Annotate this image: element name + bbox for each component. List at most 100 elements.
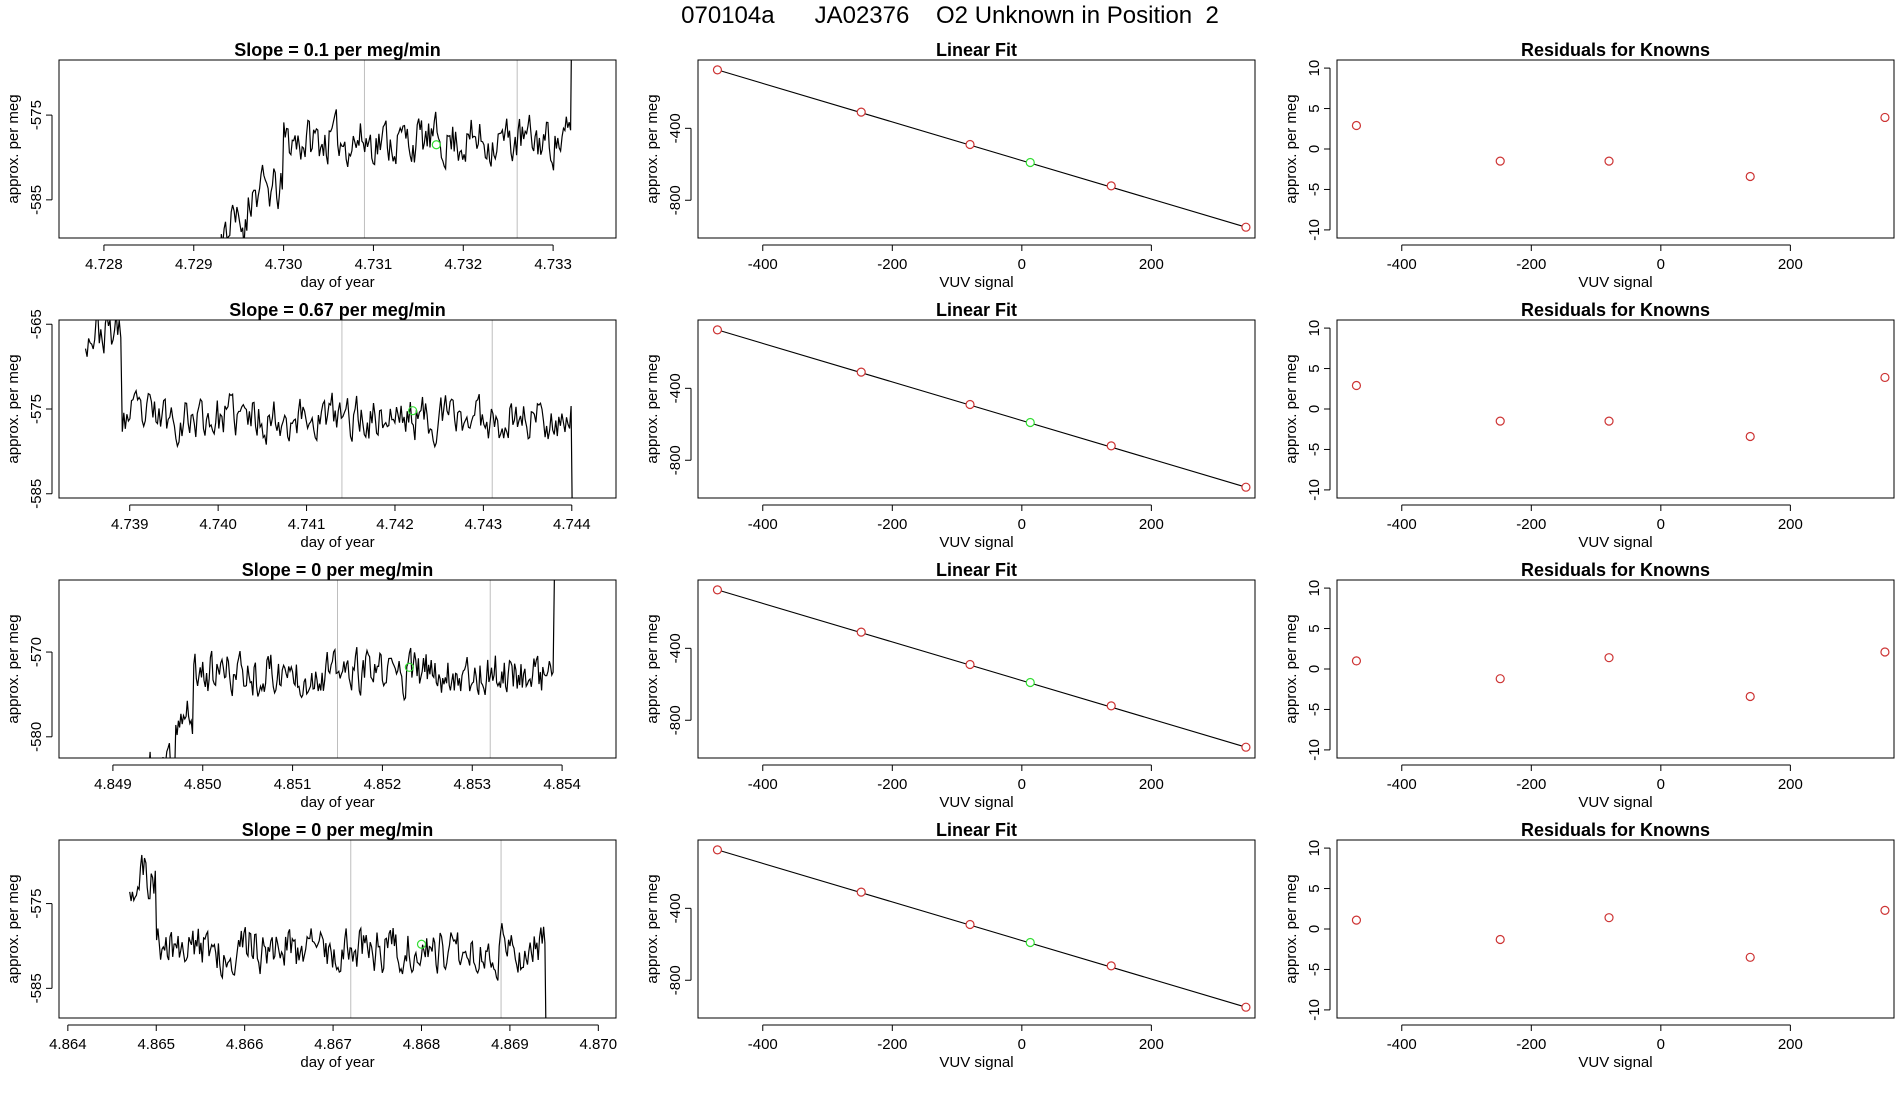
slope-row-2-unknown-point [408, 406, 418, 416]
slope-row-1-frame [58, 59, 617, 239]
slope-row-3-ytick-label: -580 [28, 722, 45, 752]
slope-row-2-xtick-label: 4.744 [553, 516, 591, 533]
fit-row-4-frame [697, 839, 1256, 1019]
fit-row-2-known-point [1106, 441, 1116, 451]
slope-row-1-xtick-label: 4.732 [445, 256, 483, 273]
residuals-row-1-ylabel: approx. per meg [1283, 94, 1300, 203]
fit-row-3-ytick-label: -800 [667, 705, 684, 735]
residuals-row-3-residual-point [1745, 691, 1755, 702]
main-title: 070104a JA02376 O2 Unknown in Position 2 [681, 2, 1219, 29]
fit-row-1-fit-line [717, 69, 1247, 228]
slope-row-4-trace [129, 854, 547, 1018]
fit-row-3-ytick-label: -400 [667, 633, 684, 663]
fit-row-1-unknown-point [1025, 157, 1035, 168]
fit-row-3-frame [697, 579, 1256, 759]
slope-row-4-ytick-label: -585 [28, 973, 45, 1003]
residuals-row-4-xtick-label: 0 [1657, 1036, 1665, 1053]
residuals-row-3-title: Residuals for Knowns [1521, 560, 1710, 580]
fit-row-4-known-point [1241, 1002, 1251, 1012]
fit-row-1-ylabel: approx. per meg [644, 94, 661, 203]
residuals-row-3-residual-point [1495, 674, 1505, 684]
slope-row-2-title: Slope = 0.67 per meg/min [229, 300, 446, 320]
residuals-row-2-ytick-label: -10 [1306, 479, 1323, 501]
residuals-row-4-residual-point [1604, 913, 1614, 923]
slope-row-1-xtick-label: 4.728 [85, 256, 123, 273]
residuals-row-1-xtick-label: 0 [1657, 256, 1665, 273]
fit-row-4-title: Linear Fit [936, 820, 1017, 840]
slope-row-4-title: Slope = 0 per meg/min [242, 820, 434, 840]
fit-row-1-xtick-label: -400 [748, 256, 778, 273]
fit-row-3-known-point [965, 659, 975, 670]
slope-row-3-xtick-label: 4.854 [543, 776, 581, 793]
fit-row-2-known-point [1241, 482, 1251, 492]
fit-row-1-known-point [712, 65, 723, 75]
fit-row-4-xtick-label: -200 [877, 1036, 907, 1053]
fit-row-3-known-point [1241, 742, 1251, 752]
fit-row-1-xtick-label: 200 [1139, 256, 1164, 273]
residuals-row-4-residual-point [1495, 934, 1505, 945]
slope-row-4-frame [58, 839, 617, 1019]
fit-row-1-frame [697, 59, 1256, 239]
slope-row-2-xtick-label: 4.742 [376, 516, 414, 533]
residuals-row-2-xtick-label: 200 [1778, 516, 1803, 533]
slope-row-1-ytick-label: -585 [28, 185, 45, 215]
slope-row-3-frame [58, 579, 617, 759]
slope-row-3-xtick-label: 4.850 [184, 776, 222, 793]
fit-row-3-xtick-label: -200 [877, 776, 907, 793]
slope-row-4-xlabel: day of year [300, 1054, 374, 1071]
slope-row-2-ytick-label: -575 [28, 394, 45, 424]
residuals-row-1-ytick-label: -5 [1306, 183, 1323, 196]
slope-row-4-xtick-label: 4.868 [403, 1036, 441, 1053]
residuals-row-4-residual-point [1745, 952, 1755, 962]
fit-row-2-known-point [856, 367, 866, 377]
residuals-row-3-xtick-label: -400 [1387, 776, 1417, 793]
fit-row-3-title: Linear Fit [936, 560, 1017, 580]
slope-row-3-trace [149, 580, 555, 758]
residuals-row-1-title: Residuals for Knowns [1521, 40, 1710, 60]
residuals-row-3-ytick-label: -5 [1306, 703, 1323, 716]
residuals-row-1-ytick-label: 5 [1306, 104, 1323, 112]
residuals-row-2-xtick-label: 0 [1657, 516, 1665, 533]
residuals-row-2-ytick-label: -5 [1306, 443, 1323, 456]
slope-row-4-xtick-label: 4.864 [49, 1036, 87, 1053]
slope-row-2-xtick-label: 4.740 [199, 516, 237, 533]
slope-row-4-unknown-point [416, 939, 427, 949]
slope-row-2-xtick-label: 4.743 [465, 516, 503, 533]
slope-row-2-xlabel: day of year [300, 534, 374, 551]
residuals-row-2-xtick-label: -400 [1387, 516, 1417, 533]
residuals-row-2-residual-point [1604, 416, 1614, 426]
fit-row-4-ytick-label: -800 [667, 965, 684, 995]
residuals-row-1-residual-point [1495, 156, 1505, 166]
fit-row-4-ytick-label: -400 [667, 893, 684, 923]
residuals-row-4-xlabel: VUV signal [1578, 1054, 1652, 1071]
fit-row-4-unknown-point [1025, 937, 1035, 948]
fit-row-4-known-point [856, 887, 866, 897]
fit-row-4-xtick-label: 0 [1018, 1036, 1026, 1053]
fit-row-3-xtick-label: 200 [1139, 776, 1164, 793]
residuals-row-1-frame [1336, 59, 1895, 239]
fit-row-2-known-point [965, 399, 975, 410]
residuals-row-3-xtick-label: 0 [1657, 776, 1665, 793]
fit-row-2-ytick-label: -400 [667, 373, 684, 403]
residuals-row-1-ytick-label: 0 [1306, 145, 1323, 153]
residuals-row-3-residual-point [1604, 653, 1614, 663]
fit-row-3-unknown-point [1025, 677, 1035, 688]
residuals-row-1-ytick-label: -10 [1306, 219, 1323, 241]
residuals-row-4-xtick-label: -400 [1387, 1036, 1417, 1053]
fit-row-2-known-point [712, 325, 723, 335]
residuals-row-4-ytick-label: 0 [1306, 925, 1323, 933]
residuals-row-2-residual-point [1351, 380, 1362, 391]
residuals-row-4-title: Residuals for Knowns [1521, 820, 1710, 840]
residuals-row-2-ylabel: approx. per meg [1283, 354, 1300, 463]
slope-row-1-xtick-label: 4.731 [355, 256, 393, 273]
slope-row-1-xtick-label: 4.730 [265, 256, 303, 273]
residuals-row-4-residual-point [1351, 915, 1362, 925]
residuals-row-1-xtick-label: -200 [1516, 256, 1546, 273]
residuals-row-3-ytick-label: 0 [1306, 665, 1323, 673]
residuals-row-3-xtick-label: 200 [1778, 776, 1803, 793]
slope-row-3-title: Slope = 0 per meg/min [242, 560, 434, 580]
fit-row-4-ylabel: approx. per meg [644, 874, 661, 983]
residuals-row-3-ylabel: approx. per meg [1283, 614, 1300, 723]
